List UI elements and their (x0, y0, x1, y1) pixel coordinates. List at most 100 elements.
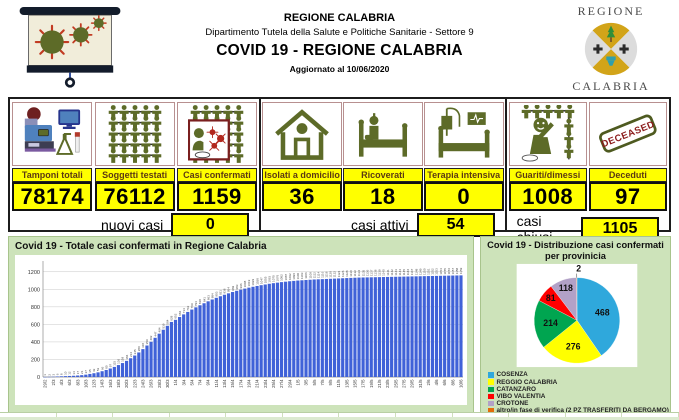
x-tick-label: 13/5 (344, 379, 349, 388)
bar (133, 355, 137, 377)
bar (84, 374, 88, 377)
x-tick-label: 9/4 (206, 379, 211, 386)
x-tick-label: 8/6 (450, 379, 455, 386)
pie-slice (533, 300, 577, 348)
bar (210, 299, 214, 377)
bar (385, 276, 390, 377)
bar (451, 275, 455, 377)
bar-value-label: 539 (161, 323, 165, 328)
stat-card-isolati: Isolati a domicilio 36 (262, 102, 343, 211)
bar-value-label: 10 (64, 371, 68, 375)
bar (398, 276, 402, 377)
stat-label: Terapia intensiva (423, 168, 504, 182)
x-tick-label: 12/3 (92, 379, 97, 388)
bar (108, 368, 112, 377)
bar-value-label: 17 (76, 371, 80, 375)
x-tick-label: 21/4 (255, 379, 260, 388)
bar-value-label: 1008 (243, 280, 247, 287)
recovered-person-icon (508, 102, 587, 166)
intensive-care-icon (423, 102, 504, 166)
cutoff-table-strip (0, 412, 679, 420)
bar-value-label: 1055 (263, 276, 267, 283)
updated-date: Aggiornato al 10/06/2020 (289, 64, 390, 74)
stat-value: 36 (262, 182, 343, 211)
stat-card-casi-confermati: Casi confermati 1159 (176, 102, 257, 211)
x-tick-label: 11/4 (214, 379, 219, 388)
x-tick-label: 30/3 (165, 379, 170, 388)
bar (267, 283, 271, 377)
bar-value-label: 1063 (268, 276, 272, 283)
bar (231, 292, 235, 377)
region-calabria-logo: REGIONE CALABRIA (563, 4, 659, 94)
bar (104, 369, 108, 377)
bar-value-label: 1076 (276, 274, 280, 281)
bar (300, 280, 304, 377)
x-tick-label: 23/4 (263, 379, 268, 388)
y-tick-label: 200 (31, 357, 40, 363)
pie-value-label: 81 (545, 294, 555, 304)
x-tick-label: 3/4 (181, 379, 186, 386)
stat-label: Deceduti (588, 168, 667, 182)
hospital-bed-icon (342, 102, 423, 166)
x-tick-label: 27/4 (279, 379, 284, 388)
bar (202, 303, 206, 377)
stat-card-deceduti: DECEASED Deceduti 97 (588, 102, 667, 211)
bar (296, 280, 300, 377)
bar-value-label: 1142 (390, 269, 394, 276)
infected-person-icon (176, 102, 257, 166)
bar (198, 305, 202, 377)
legend-label: altro/in fase di verifica (2 PZ TRASFERI… (496, 407, 669, 414)
bar-value-label: 66 (100, 366, 104, 370)
lab-tests-icon (12, 102, 93, 166)
bar (182, 314, 186, 377)
bar (447, 275, 451, 377)
bar (239, 289, 243, 377)
bar (365, 277, 369, 377)
stat-card-tamponi-totali: Tamponi totali 78174 (12, 102, 93, 211)
pie-value-label: 214 (543, 318, 558, 328)
pie-slice (576, 277, 620, 357)
bar-value-label: 1138 (374, 269, 378, 276)
bar (190, 309, 194, 377)
bar-value-label: 159 (121, 357, 125, 362)
bar (141, 349, 145, 377)
stat-card-ricoverati: Ricoverati 18 (342, 102, 423, 211)
logo-text-top: REGIONE (577, 4, 645, 18)
bar-value-label: 1124 (337, 270, 341, 277)
stat-label: Casi confermati (176, 168, 257, 182)
stat-label: Tamponi totali (12, 168, 93, 182)
legend-swatch (488, 408, 494, 413)
summary-value: 54 (416, 213, 495, 237)
x-tick-label: 26/3 (149, 379, 154, 388)
x-tick-label: 7/5 (320, 379, 325, 386)
bar-value-label: 35 (88, 369, 92, 373)
bar (328, 278, 333, 377)
bar (406, 276, 410, 377)
bar-value-label: 742 (186, 305, 190, 310)
bar-value-label: 1128 (345, 270, 349, 277)
bar (255, 285, 259, 377)
bar (71, 375, 76, 377)
bar (161, 329, 165, 377)
legend-swatch (488, 379, 494, 385)
bar (410, 276, 414, 377)
bar-value-label: 1141 (386, 269, 390, 276)
bar-value-label: 1146 (406, 269, 410, 276)
stat-card-guariti: Guariti/dimessi 1008 (508, 102, 587, 211)
bar-value-label: 27 (84, 370, 88, 374)
legend-swatch (488, 386, 494, 393)
bar-value-label: 1149 (418, 268, 422, 275)
bar (214, 297, 218, 377)
bar (381, 277, 386, 377)
bar (63, 376, 68, 377)
bar (271, 283, 275, 377)
deceased-stamp-icon: DECEASED (588, 102, 667, 166)
bar (145, 345, 149, 377)
stats-section: Tamponi totali 78174 Soggetti testati 76… (8, 97, 671, 245)
x-tick-label: 22/3 (132, 379, 137, 388)
y-tick-label: 0 (37, 375, 40, 381)
summary-label: nuovi casi (101, 217, 164, 233)
bar-value-label: 1109 (308, 272, 312, 279)
